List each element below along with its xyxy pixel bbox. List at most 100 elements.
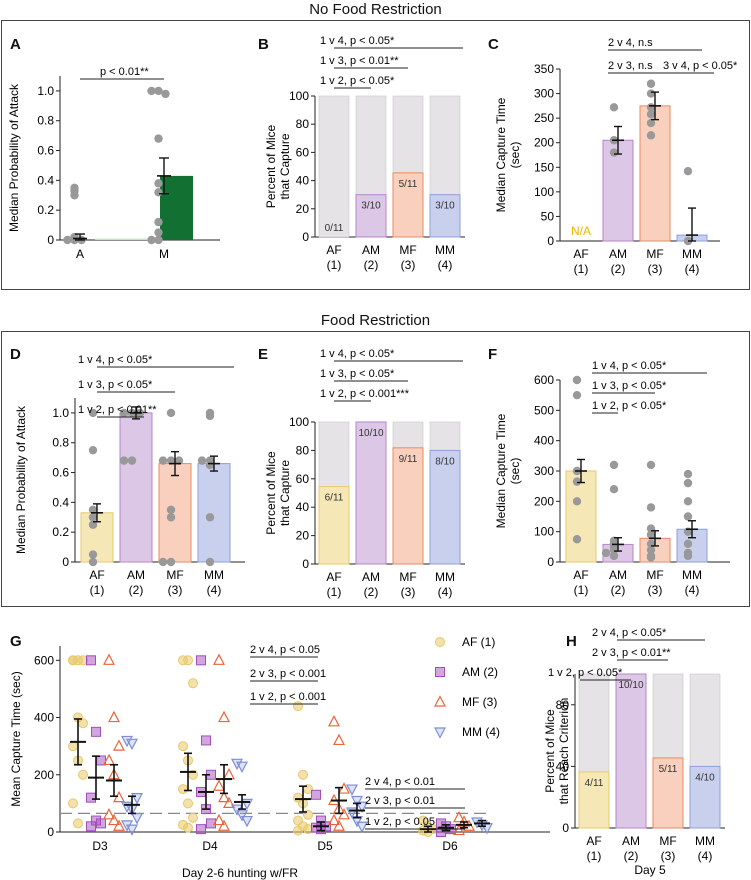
scatter-marker-triangle: [333, 733, 345, 746]
y-tick-label: 0.2: [52, 525, 69, 539]
y-tick-label: 0.4: [37, 173, 54, 187]
data-point: [646, 79, 656, 88]
significance-label: 1 v 3, p < 0.05*: [592, 380, 667, 392]
y-tick-label: 60: [296, 145, 310, 159]
y-tick-label: 100: [289, 415, 309, 429]
bar-fill: [578, 771, 610, 829]
top-section-frame: [1, 20, 750, 290]
chart-d-median-probability-attack: 0 0.2 0.4 0.6 0.8 1.0 Median Probability of At…: [14, 354, 245, 597]
scatter-marker-triangle-down: [131, 793, 143, 805]
scatter-marker-circle: [183, 798, 193, 809]
scatter-marker-triangle-down: [236, 761, 248, 773]
scatter-marker-triangle: [113, 819, 125, 831]
data-point: [88, 520, 98, 529]
data-point: [609, 545, 619, 555]
bar-fill: [392, 447, 424, 565]
x-category-number: (1): [574, 583, 589, 597]
x-category-label: AM: [362, 243, 380, 257]
scatter-marker-circle: [73, 818, 83, 829]
data-point: [88, 557, 98, 567]
data-point: [205, 460, 215, 470]
data-point: [646, 553, 656, 562]
data-point: [609, 148, 619, 157]
chart-b-percent-capture: 0 20 40 60 80 100 Percent of Mice that Capture 0…: [264, 35, 465, 272]
x-category-label: A: [76, 247, 84, 261]
not-applicable-label: N/A: [571, 224, 591, 238]
data-point: [147, 235, 156, 245]
y-tick-label: 20: [296, 529, 310, 543]
bar: [197, 463, 231, 563]
data-point: [154, 179, 163, 188]
y-axis-title: that Capture: [278, 460, 292, 526]
scatter-marker-circle: [188, 812, 198, 823]
scatter-marker-triangle: [218, 819, 230, 831]
scatter-marker-circle: [178, 784, 188, 795]
significance-label: 1 v 4, p < 0.05*: [592, 360, 667, 372]
scatter-marker-triangle-down: [356, 801, 368, 814]
scatter-marker-triangle-down: [434, 727, 446, 739]
x-category-label: MM: [682, 247, 702, 261]
x-category-number: (4): [685, 262, 700, 276]
significance-label: 2 v 3, p < 0.01**: [592, 647, 671, 659]
y-tick-label: 0: [547, 234, 554, 248]
panel-letter-e: E: [258, 346, 269, 363]
significance-label: 1 v 2, p < 0.001***: [320, 388, 410, 400]
y-tick-label: 50: [541, 209, 555, 223]
y-axis-title: Percent of Mice: [264, 451, 278, 535]
y-tick-label: 100: [534, 525, 554, 539]
scatter-marker-triangle: [434, 695, 446, 707]
chart-a-median-probability-attack: 0 0.2 0.4 0.6 0.8 1.0 Median Probability of At…: [7, 66, 220, 261]
scatter-marker-triangle: [453, 823, 465, 836]
scatter-marker-triangle: [223, 796, 235, 808]
significance-label: 2 v 3, n.s: [608, 60, 653, 72]
x-category-number: (2): [611, 262, 626, 276]
chart-g-mean-capture-time-by-day: 0 200 400 600 Mean Capture Time (sec) D3 D4 D5 D…: [9, 635, 550, 880]
data-point: [166, 456, 176, 465]
legend-label: AF (1): [462, 635, 495, 649]
data-point: [646, 110, 656, 119]
y-tick-label: 0: [47, 825, 54, 839]
data-point: [205, 411, 215, 421]
data-point: [646, 530, 656, 539]
y-tick-label: 300: [534, 464, 554, 478]
y-axis-title: Median Capture Time: [494, 97, 508, 212]
data-point: [609, 103, 619, 112]
data-point: [154, 188, 163, 197]
x-category-label: AF: [326, 243, 341, 257]
x-category-number: (2): [364, 258, 379, 272]
x-category-label: AF: [573, 568, 588, 582]
x-category-number: (3): [648, 262, 663, 276]
data-point: [166, 513, 176, 522]
data-point: [572, 477, 582, 486]
chart-e-percent-capture: 0 20 40 60 80 100 Percent of Mice that Capture 6…: [264, 348, 465, 599]
y-tick-label: 400: [534, 434, 554, 448]
scatter-marker-triangle: [453, 810, 465, 823]
data-point: [154, 228, 163, 237]
scatter-marker-triangle-down: [126, 738, 138, 751]
data-point: [174, 456, 184, 465]
scatter-marker-triangle: [213, 653, 225, 665]
data-point: [646, 545, 656, 555]
data-point: [572, 375, 582, 385]
data-point: [683, 478, 693, 488]
bar: [119, 412, 153, 563]
bar: [158, 463, 192, 563]
significance-label: 1 v 2, p < 0.01**: [78, 404, 157, 416]
bar-fill: [318, 486, 350, 565]
scatter-marker-triangle-down: [131, 813, 143, 825]
x-category-label: AF: [326, 570, 341, 584]
y-tick-label: 40: [296, 174, 310, 188]
x-category-label: MF: [399, 570, 416, 584]
data-point: [609, 485, 619, 494]
data-point: [154, 134, 163, 143]
bar-count-label: 4/11: [585, 778, 604, 789]
bar-fill: [652, 757, 684, 829]
data-point: [158, 456, 168, 465]
significance-label: p < 0.01**: [100, 66, 149, 78]
scatter-marker-circle: [78, 769, 88, 780]
scatter-marker-triangle: [218, 710, 230, 723]
significance-label: 2 v 4, n.s: [608, 37, 653, 49]
data-point: [646, 131, 656, 140]
scatter-marker-square: [96, 818, 106, 829]
